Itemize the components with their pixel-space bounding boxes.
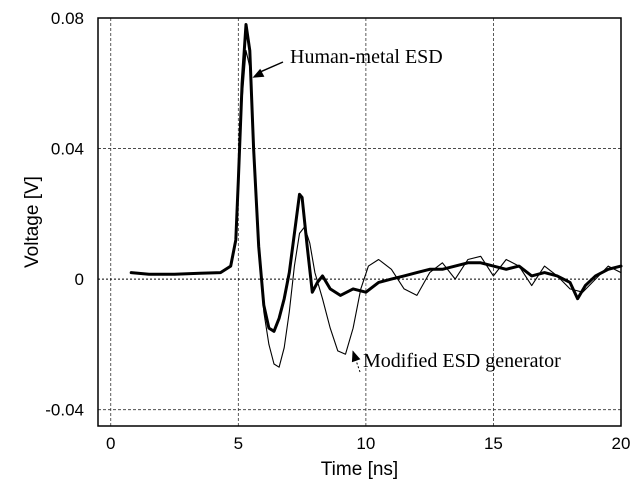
grid-lines bbox=[98, 18, 621, 426]
x-tick-label: 10 bbox=[356, 434, 375, 453]
y-tick-label: -0.04 bbox=[45, 401, 84, 420]
annotation-human-metal: Human-metal ESD bbox=[252, 46, 443, 78]
y-tick-label: 0.04 bbox=[51, 140, 84, 159]
annotation-human-metal-label: Human-metal ESD bbox=[290, 46, 443, 68]
y-tick-label: 0.08 bbox=[51, 9, 84, 28]
y-tick-labels: 0.08 0.04 0 -0.04 bbox=[45, 9, 84, 420]
x-tick-label: 5 bbox=[234, 434, 243, 453]
data-series bbox=[129, 23, 623, 368]
x-tick-label: 15 bbox=[484, 434, 503, 453]
y-axis-title: Voltage [V] bbox=[22, 176, 43, 268]
x-tick-label: 0 bbox=[106, 434, 115, 453]
annotation-modified-generator-label: Modified ESD generator bbox=[363, 350, 561, 372]
x-tick-labels: 0 5 10 15 20 bbox=[106, 434, 630, 453]
series-human-metal-esd bbox=[129, 23, 623, 333]
annotation-modified-generator: Modified ESD generator bbox=[351, 350, 561, 373]
x-axis-title: Time [ns] bbox=[321, 459, 398, 480]
series-modified-esd-generator bbox=[130, 50, 622, 368]
y-tick-label: 0 bbox=[75, 270, 84, 289]
plot-frame bbox=[97, 17, 622, 427]
x-tick-label: 20 bbox=[612, 434, 631, 453]
